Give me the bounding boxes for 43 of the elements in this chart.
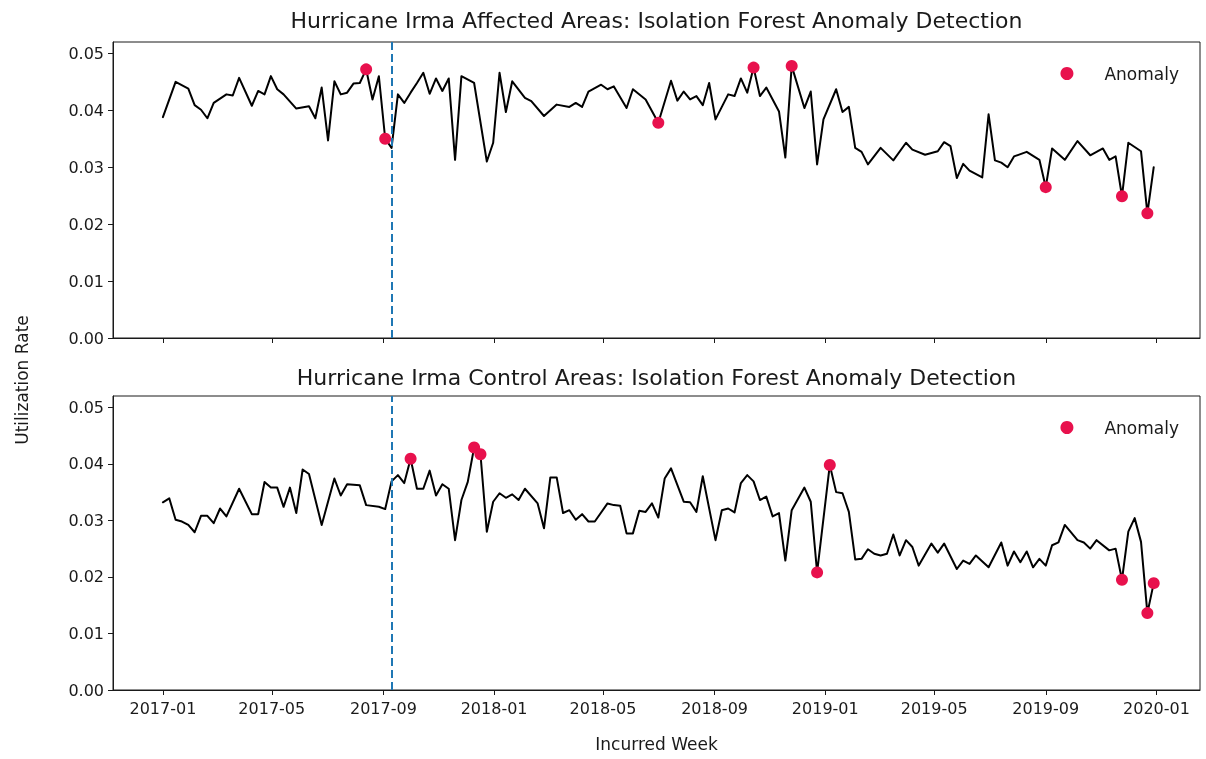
point <box>823 458 836 471</box>
chart-title: Hurricane Irma Control Areas: Isolation Forest Anomaly Detection <box>296 364 1017 390</box>
x-tick-label: 2018-01 <box>460 698 528 718</box>
y-tick-label: 0.05 <box>68 397 104 417</box>
point <box>1115 573 1128 586</box>
x-tick-label: 2019-05 <box>900 698 968 718</box>
x-tick-label: 2019-01 <box>791 698 859 718</box>
x-tick-label: 2020-01 <box>1123 698 1190 718</box>
y-tick-label: 0.00 <box>68 680 104 700</box>
chart-title: Hurricane Irma Affected Areas: Isolation Forest Anomaly Detection <box>290 7 1023 33</box>
point <box>785 59 798 72</box>
legend-label: Anomaly <box>1104 63 1180 84</box>
y-tick-label: 0.03 <box>68 510 104 530</box>
y-tick-label: 0.00 <box>68 328 104 348</box>
point <box>1141 207 1154 220</box>
point <box>360 63 373 76</box>
y-tick-label: 0.02 <box>68 567 104 587</box>
x-tick-label: 2019-09 <box>1012 698 1080 718</box>
x-tick-label: 2017-01 <box>129 698 197 718</box>
x-axis-title: Incurred Week <box>595 733 718 754</box>
point <box>404 452 417 465</box>
y-tick-label: 0.01 <box>68 271 104 291</box>
y-axis-title: Utilization Rate <box>12 315 32 445</box>
x-tick-label: 2017-05 <box>238 698 306 718</box>
y-tick-label: 0.03 <box>68 157 104 177</box>
point <box>747 61 760 74</box>
y-tick-label: 0.04 <box>68 100 104 120</box>
point <box>652 116 665 129</box>
point <box>474 448 487 461</box>
y-tick-label: 0.02 <box>68 214 104 234</box>
y-tick-label: 0.01 <box>68 623 104 643</box>
y-tick-label: 0.04 <box>68 454 104 474</box>
x-tick-label: 2017-09 <box>349 698 417 718</box>
x-tick-label: 2018-05 <box>569 698 637 718</box>
legend-label: Anomaly <box>1104 417 1180 438</box>
x-tick-label: 2018-09 <box>681 698 748 718</box>
point <box>1141 607 1154 620</box>
point <box>811 566 824 579</box>
point <box>1039 181 1052 194</box>
y-tick-label: 0.05 <box>68 43 104 63</box>
point <box>379 132 392 145</box>
point <box>1115 190 1128 203</box>
point <box>1147 577 1160 590</box>
